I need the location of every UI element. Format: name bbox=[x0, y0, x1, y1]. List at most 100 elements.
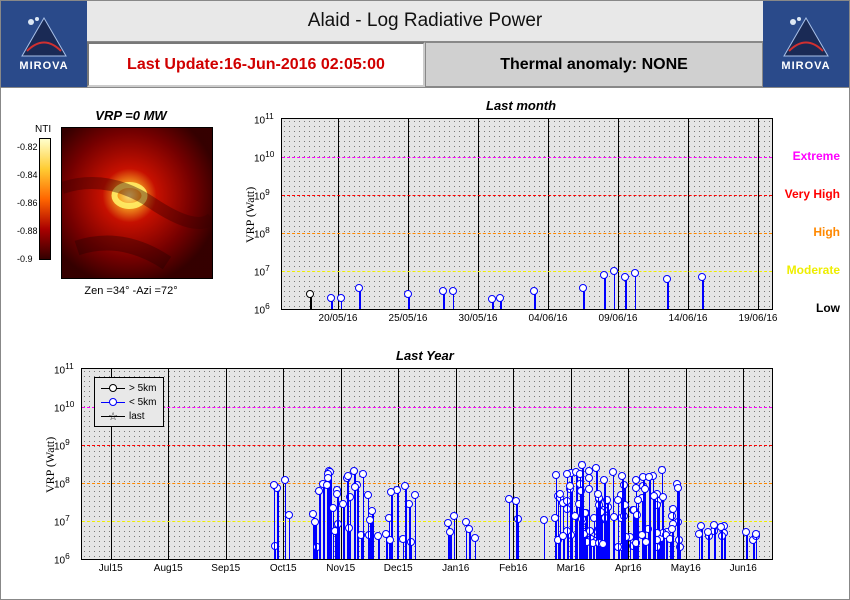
marker bbox=[387, 488, 395, 496]
marker bbox=[411, 491, 419, 499]
marker bbox=[717, 523, 725, 531]
marker bbox=[505, 495, 513, 503]
stem bbox=[454, 516, 456, 559]
marker bbox=[621, 273, 629, 281]
stem bbox=[570, 486, 572, 559]
marker bbox=[465, 525, 473, 533]
gridline bbox=[341, 369, 342, 559]
stem bbox=[702, 277, 704, 309]
y-tick: 106 bbox=[254, 301, 270, 316]
threshold-label: Moderate bbox=[787, 263, 840, 277]
marker bbox=[585, 485, 593, 493]
x-tick: Sep15 bbox=[211, 563, 240, 574]
gridline bbox=[338, 119, 339, 309]
top-bar: MIROVA Alaid - Log Radiative Power Last … bbox=[1, 1, 849, 88]
marker bbox=[566, 482, 574, 490]
marker bbox=[633, 511, 641, 519]
stem bbox=[415, 495, 417, 559]
marker bbox=[357, 531, 365, 539]
stem bbox=[598, 494, 600, 559]
stem bbox=[277, 488, 279, 559]
stem bbox=[355, 487, 357, 559]
marker bbox=[697, 522, 705, 530]
threshold-line-very-high bbox=[82, 445, 772, 446]
x-tick: Jul15 bbox=[99, 563, 123, 574]
y-tick: 107 bbox=[54, 513, 70, 528]
marker bbox=[446, 528, 454, 536]
marker bbox=[599, 540, 607, 548]
y-tick: 1010 bbox=[254, 149, 274, 164]
legend-item: ☆last bbox=[101, 409, 157, 423]
nti-title: NTI bbox=[35, 124, 51, 135]
nti-tick: -0.9 bbox=[17, 254, 33, 264]
marker bbox=[704, 528, 712, 536]
y-tick: 1011 bbox=[254, 111, 274, 126]
stem bbox=[450, 532, 452, 559]
last-month-chart: 1061071081091010101120/05/1625/05/1630/0… bbox=[281, 118, 773, 310]
threshold-label: Low bbox=[816, 301, 840, 315]
gridline bbox=[226, 369, 227, 559]
month-ylabel: VRP (Watt) bbox=[243, 187, 258, 243]
gridline bbox=[688, 119, 689, 309]
x-tick: Aug15 bbox=[154, 563, 183, 574]
marker bbox=[659, 493, 667, 501]
gridline bbox=[408, 119, 409, 309]
stem bbox=[721, 527, 723, 559]
marker bbox=[641, 485, 649, 493]
x-tick: 25/05/16 bbox=[389, 313, 428, 324]
threshold-label: Very High bbox=[785, 187, 840, 201]
gridline bbox=[686, 369, 687, 559]
y-tick: 1010 bbox=[54, 399, 74, 414]
threshold-line-extreme bbox=[282, 157, 772, 158]
last-update-box: Last Update:16-Jun-2016 02:05:00 bbox=[87, 42, 425, 87]
marker bbox=[512, 497, 520, 505]
marker bbox=[650, 492, 658, 500]
threshold-label: Extreme bbox=[793, 149, 840, 163]
legend-item: > 5km bbox=[101, 381, 157, 395]
marker bbox=[668, 525, 676, 533]
marker bbox=[594, 490, 602, 498]
x-tick: 04/06/16 bbox=[529, 313, 568, 324]
marker bbox=[281, 476, 289, 484]
last-year-label: Last Year bbox=[396, 348, 454, 363]
marker bbox=[609, 468, 617, 476]
thermal-anomaly-box: Thermal anomaly: NONE bbox=[425, 42, 763, 87]
threshold-line-extreme bbox=[82, 407, 772, 408]
marker bbox=[439, 287, 447, 295]
nti-tick: -0.88 bbox=[17, 226, 38, 236]
marker bbox=[695, 530, 703, 538]
marker bbox=[329, 504, 337, 512]
page-title: Alaid - Log Radiative Power bbox=[87, 1, 763, 42]
y-tick: 1011 bbox=[54, 361, 74, 376]
nti-tick: -0.82 bbox=[17, 142, 38, 152]
x-tick: Nov15 bbox=[326, 563, 355, 574]
stem bbox=[746, 532, 748, 559]
threshold-line-high bbox=[282, 233, 772, 234]
marker bbox=[618, 472, 626, 480]
stem bbox=[368, 495, 370, 559]
info-bar: Last Update:16-Jun-2016 02:05:00 Thermal… bbox=[87, 42, 763, 87]
marker bbox=[563, 470, 571, 478]
marker bbox=[366, 516, 374, 524]
marker bbox=[579, 284, 587, 292]
gridline bbox=[548, 119, 549, 309]
x-tick: 19/06/16 bbox=[739, 313, 778, 324]
stem bbox=[582, 465, 584, 559]
stem bbox=[708, 532, 710, 559]
marker bbox=[631, 269, 639, 277]
stem bbox=[343, 504, 345, 559]
x-tick: Jun16 bbox=[730, 563, 757, 574]
stem bbox=[672, 529, 674, 559]
year-ylabel: VRP (Watt) bbox=[43, 437, 58, 493]
stem bbox=[544, 520, 546, 559]
marker bbox=[323, 481, 331, 489]
gridline bbox=[758, 119, 759, 309]
stem bbox=[614, 517, 616, 559]
nti-tick: -0.86 bbox=[17, 198, 38, 208]
marker bbox=[645, 473, 653, 481]
marker bbox=[710, 521, 718, 529]
stem bbox=[622, 476, 624, 559]
stem bbox=[315, 522, 317, 559]
marker bbox=[270, 481, 278, 489]
legend-label: last bbox=[129, 411, 145, 422]
